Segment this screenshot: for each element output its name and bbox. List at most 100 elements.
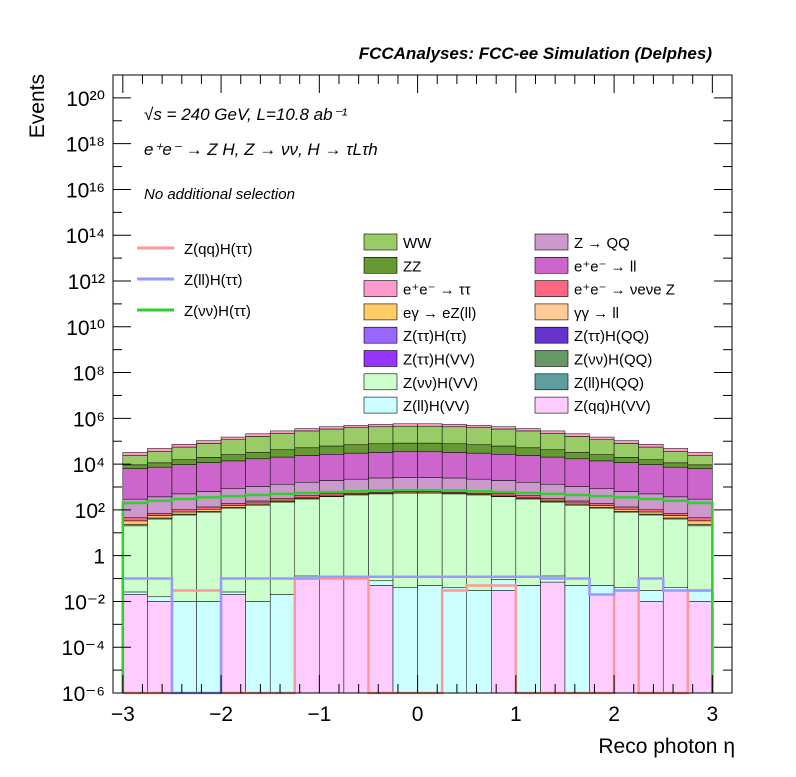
bar-9-20 (614, 509, 639, 511)
bar-13-12 (418, 443, 443, 452)
bar-3-0 (123, 526, 148, 592)
bar-12-11 (393, 452, 418, 478)
bar-10-2 (172, 510, 197, 512)
bar-3-1 (147, 519, 172, 597)
y-tick-label: 10⁸ (73, 363, 105, 386)
bar-15-5 (246, 434, 271, 437)
bar-10-17 (540, 498, 565, 500)
bar-13-1 (147, 463, 172, 467)
bar-0-15 (491, 591, 516, 693)
bar-13-22 (663, 463, 688, 467)
y-tick-label: 10⁻⁶ (62, 683, 105, 706)
bar-9-22 (663, 516, 688, 518)
bar-3-8 (319, 497, 344, 578)
bar-14-9 (344, 428, 369, 445)
legend-label: e⁺e⁻ → ll (574, 258, 637, 275)
legend-label: eγ → eZ(ll) (403, 305, 476, 322)
bar-10-4 (221, 504, 246, 506)
legend-line-label: Z(νν)H(ττ) (184, 303, 251, 320)
bar-14-13 (442, 427, 467, 444)
bar-13-13 (442, 444, 467, 453)
y-axis-label: Events (26, 74, 49, 138)
bar-14-2 (172, 447, 197, 460)
bar-1-10 (368, 581, 393, 586)
bar-13-23 (688, 465, 713, 469)
bar-3-3 (197, 512, 222, 601)
bar-1-11 (393, 588, 418, 693)
bar-13-10 (368, 444, 393, 453)
bar-13-7 (295, 448, 320, 456)
bar-12-6 (270, 457, 295, 484)
legend-label: Z(qq)H(VV) (574, 398, 651, 415)
x-tick-label: −2 (209, 703, 233, 726)
bar-12-15 (491, 454, 516, 480)
bar-15-9 (344, 425, 369, 427)
bar-9-4 (221, 506, 246, 508)
legend-swatch (364, 257, 397, 273)
legend-label: Z(ll)H(VV) (403, 398, 470, 415)
legend-swatch (535, 304, 568, 320)
legend-label: γγ → ll (574, 305, 619, 322)
bar-10-23 (688, 518, 713, 521)
bar-14-15 (491, 429, 516, 446)
legend-swatch (535, 281, 568, 297)
y-tick-label: 1 (93, 546, 105, 569)
bar-9-3 (197, 509, 222, 511)
y-tick-label: 10¹⁰ (66, 317, 105, 340)
bar-0-1 (147, 601, 172, 693)
bar-14-8 (319, 429, 344, 446)
legend-label: WW (403, 235, 432, 252)
bar-15-21 (639, 444, 664, 447)
legend-label: e⁺e⁻ → ττ (403, 282, 471, 299)
bar-11-14 (467, 479, 492, 492)
bar-3-7 (295, 499, 320, 576)
y-tick-label: 10⁴ (73, 454, 105, 477)
bar-14-11 (393, 426, 418, 443)
bar-3-16 (516, 499, 541, 585)
bar-15-22 (663, 448, 688, 451)
bar-11-20 (614, 492, 639, 507)
bar-13-0 (123, 465, 148, 469)
bar-10-0 (123, 518, 148, 521)
bar-15-6 (270, 431, 295, 433)
bar-15-2 (172, 444, 197, 447)
legend-swatch (364, 397, 397, 413)
bar-3-6 (270, 502, 295, 595)
bar-11-17 (540, 484, 565, 498)
legend-swatch (364, 281, 397, 297)
bar-12-7 (295, 456, 320, 483)
bar-15-8 (319, 427, 344, 429)
bar-3-9 (344, 495, 369, 577)
bar-0-8 (319, 579, 344, 693)
bar-13-4 (221, 455, 246, 461)
legend-swatch (535, 374, 568, 390)
y-tick-label: 10²⁰ (66, 88, 105, 111)
bar-12-5 (246, 459, 271, 487)
bar-12-13 (442, 452, 467, 478)
bar-14-22 (663, 451, 688, 463)
bar-10-21 (639, 510, 664, 512)
bar-11-2 (172, 494, 197, 510)
bar-13-2 (172, 460, 197, 465)
bar-15-15 (491, 427, 516, 429)
bar-1-12 (418, 585, 443, 693)
x-tick-label: −3 (111, 703, 135, 726)
header-title: FCCAnalyses: FCC-ee Simulation (Delphes) (359, 44, 713, 63)
x-tick-label: 0 (412, 703, 424, 726)
legend-line-label: Z(ll)H(ττ) (184, 272, 243, 289)
bar-12-16 (516, 456, 541, 483)
bar-9-21 (639, 512, 664, 514)
bar-14-21 (639, 447, 664, 460)
bar-14-3 (197, 443, 222, 457)
bar-3-18 (565, 505, 590, 585)
bar-1-2 (172, 601, 197, 693)
bar-13-16 (516, 448, 541, 456)
bar-14-20 (614, 443, 639, 457)
bar-11-3 (197, 492, 222, 507)
bar-15-1 (147, 448, 172, 451)
bar-15-4 (221, 437, 246, 440)
bar-3-17 (540, 502, 565, 576)
energy-annotation: √s = 240 GeV, L=10.8 ab⁻¹ (144, 105, 348, 124)
bar-15-13 (442, 424, 467, 426)
bar-1-21 (639, 591, 664, 602)
